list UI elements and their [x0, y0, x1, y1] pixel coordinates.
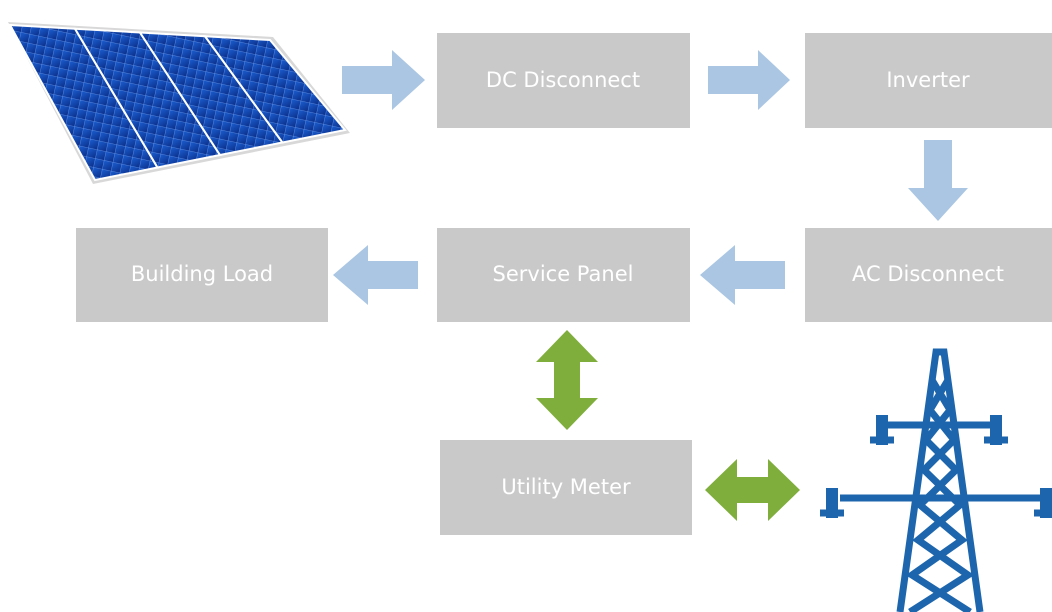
- node-label: DC Disconnect: [486, 68, 640, 92]
- page: {"nodes": [ {"label": "DC Disconnect"}, …: [0, 0, 1052, 612]
- node-label: Service Panel: [493, 262, 634, 286]
- diagram: DC Disconnect Inverter AC Disconnect Ser…: [0, 0, 1052, 612]
- node-label: AC Disconnect: [852, 262, 1004, 286]
- node-label: Building Load: [131, 262, 273, 286]
- double-arrow: [536, 330, 598, 430]
- arrow: [700, 245, 785, 305]
- double-arrow: [705, 459, 800, 521]
- arrow: [333, 245, 418, 305]
- arrow: [708, 50, 790, 110]
- arrow: [342, 50, 425, 110]
- arrow: [908, 140, 968, 221]
- node-label: Inverter: [886, 68, 970, 92]
- transmission-tower: [820, 352, 1052, 612]
- solar-panel: [8, 22, 350, 184]
- node-label: Utility Meter: [501, 475, 631, 499]
